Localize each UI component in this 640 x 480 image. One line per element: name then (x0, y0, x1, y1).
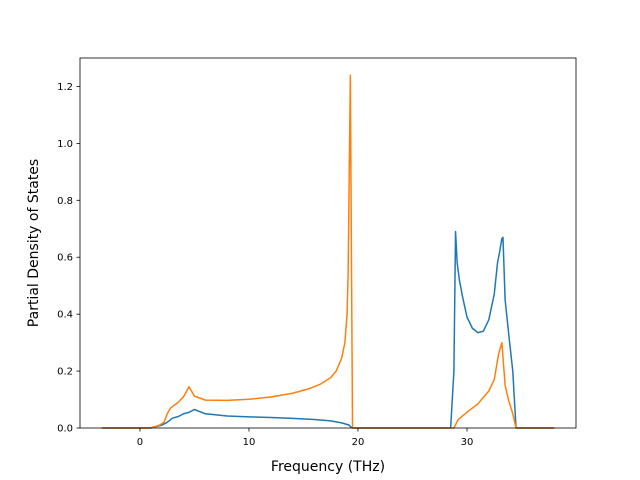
series-line-1 (101, 230, 555, 429)
y-axis-label: Partial Density of States (26, 159, 42, 327)
y-tick-label: 0.6 (57, 253, 73, 264)
x-tick-label: 10 (243, 437, 256, 448)
y-tick-label: 1.0 (57, 139, 73, 150)
x-tick-label: 30 (461, 437, 474, 448)
axes-frame (79, 57, 577, 429)
y-axis-ticks: 0.0 0.2 0.4 0.6 0.8 1.0 1.2 (57, 82, 80, 435)
x-tick-label: 0 (137, 437, 143, 448)
series-lines (101, 74, 555, 429)
series-line-2 (101, 74, 555, 429)
y-tick-label: 0.2 (57, 367, 73, 378)
x-tick-label: 20 (352, 437, 365, 448)
x-axis-label: Frequency (THz) (271, 459, 385, 475)
y-tick-label: 1.2 (57, 82, 73, 93)
x-axis-ticks: 0 10 20 30 (137, 428, 474, 448)
y-tick-label: 0.4 (57, 310, 73, 321)
y-tick-label: 0.8 (57, 196, 73, 207)
y-tick-label: 0.0 (57, 424, 73, 435)
